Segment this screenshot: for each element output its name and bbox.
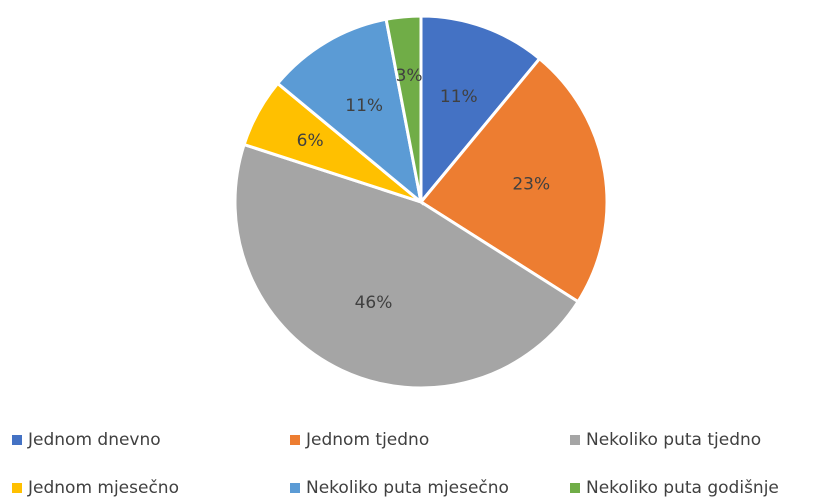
data-label: 46% — [355, 293, 393, 313]
legend-label: Jednom dnevno — [27, 430, 161, 450]
pie-slice — [419, 14, 542, 207]
pie-slice — [384, 14, 423, 203]
pie-slice — [418, 56, 609, 304]
data-label: 23% — [512, 175, 550, 195]
legend-label: Jednom tjedno — [305, 430, 429, 450]
data-label: 11% — [345, 96, 383, 116]
legend-label: Nekoliko puta tjedno — [586, 430, 761, 450]
legend-marker — [290, 435, 300, 445]
legend-label: Nekoliko puta mjesečno — [306, 478, 509, 498]
data-label: 11% — [440, 87, 478, 107]
data-label: 3% — [396, 66, 423, 86]
pie-slice — [275, 17, 424, 206]
legend-marker — [12, 435, 22, 445]
legend-marker — [290, 483, 300, 493]
data-label: 6% — [297, 131, 324, 151]
legend-marker — [12, 483, 22, 493]
pie-slice — [233, 142, 581, 390]
legend-label: Jednom mjesečno — [27, 478, 179, 498]
legend-marker — [570, 483, 580, 493]
legend-marker — [570, 435, 580, 445]
legend-label: Nekoliko puta godišnje — [586, 478, 779, 498]
